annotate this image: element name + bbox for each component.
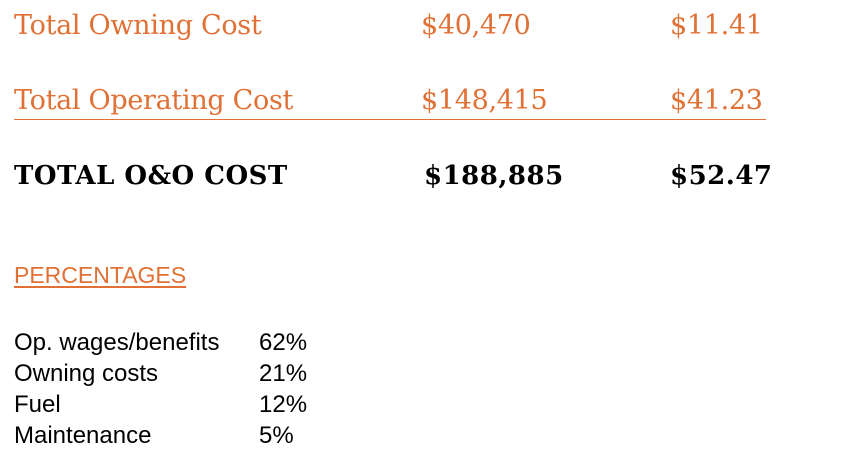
owning-cost-annual: $40,470 <box>421 10 531 41</box>
percentage-value: 5% <box>259 422 294 449</box>
percentage-value: 12% <box>259 391 308 418</box>
operating-cost-annual: $148,415 <box>421 85 548 116</box>
operating-cost-label: Total Operating Cost <box>14 85 294 116</box>
total-cost-label: TOTAL O&O COST <box>14 161 288 191</box>
percentage-value: 62% <box>259 329 308 356</box>
operating-cost-row: Total Operating Cost $148,415 $41.23 <box>0 85 841 125</box>
percentage-value: 21% <box>259 360 308 387</box>
percentage-label: Op. wages/benefits <box>14 329 220 356</box>
owning-cost-row: Total Owning Cost $40,470 $11.41 <box>0 10 841 50</box>
owning-cost-hourly: $11.41 <box>670 10 763 41</box>
total-divider-line <box>14 119 766 120</box>
total-cost-annual: $188,885 <box>424 161 564 191</box>
percentage-label: Maintenance <box>14 422 152 449</box>
percentages-heading: PERCENTAGES <box>14 262 187 288</box>
total-cost-row: TOTAL O&O COST $188,885 $52.47 <box>0 161 841 201</box>
percentage-label: Owning costs <box>14 360 159 387</box>
operating-cost-hourly: $41.23 <box>670 85 763 116</box>
total-cost-hourly: $52.47 <box>670 161 773 191</box>
owning-cost-label: Total Owning Cost <box>14 10 262 41</box>
percentage-label: Fuel <box>14 391 61 418</box>
